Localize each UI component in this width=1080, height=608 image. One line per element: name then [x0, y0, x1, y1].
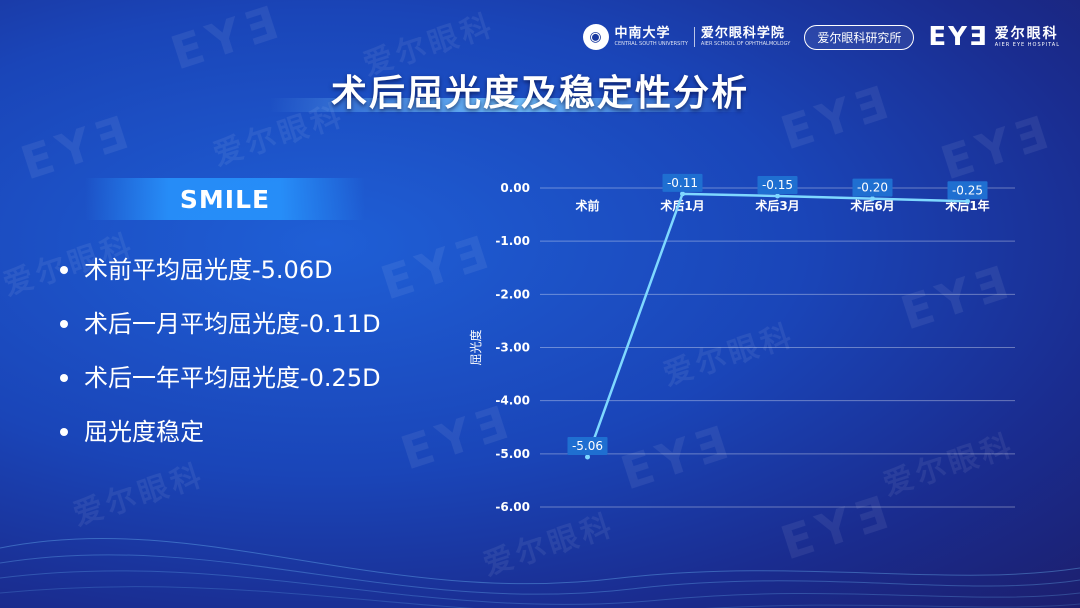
data-label-box	[757, 175, 798, 194]
series-line	[586, 192, 968, 458]
data-label: -0.25	[952, 183, 983, 197]
section-label: SMILE	[179, 184, 271, 214]
data-label-box	[947, 181, 988, 200]
y-tick-label: -3.00	[495, 341, 530, 355]
y-tick-label: -5.00	[495, 447, 530, 461]
data-label-box	[852, 178, 893, 197]
bullet-dot-icon	[60, 320, 68, 328]
section-label-band: SMILE	[85, 178, 365, 220]
x-tick-label: 术后3月	[754, 198, 799, 213]
y-tick-label: -4.00	[495, 394, 530, 408]
data-point	[775, 193, 780, 199]
bullet-dot-icon	[60, 428, 68, 436]
bullet-item: 术前平均屈光度-5.06D	[58, 250, 438, 304]
y-tick-label: -6.00	[495, 500, 530, 514]
bullet-text: 屈光度稳定	[84, 418, 204, 446]
refraction-line-chart: 屈光度 0.00 -1.00 -2.00 -3.00 -4.00 -5.00 -6.00 术前 术…	[468, 173, 1015, 514]
school-name-en: AIER SCHOOL OF OPHTHALMOLOGY	[700, 41, 791, 47]
school-name-cn: 爱尔眼科学院	[700, 26, 785, 41]
data-label: -0.15	[762, 178, 793, 192]
data-point	[585, 454, 590, 460]
bullet-item: 术后一年平均屈光度-0.25D	[58, 358, 438, 412]
university-seal-icon: ◉	[582, 24, 609, 50]
csu-name-en: CENTRAL SOUTH UNIVERSITY	[614, 41, 688, 47]
bullet-dot-icon	[60, 374, 68, 382]
bullet-text: 术后一年平均屈光度-0.25D	[84, 364, 381, 392]
wave-decoration	[0, 537, 1080, 608]
csu-name-cn: 中南大学	[614, 26, 671, 41]
data-label: -0.20	[857, 181, 888, 195]
x-tick-label: 术后6月	[849, 198, 894, 213]
csu-logo: ◉ 中南大学 CENTRAL SOUTH UNIVERSITY 爱尔眼科学院 A…	[582, 24, 791, 50]
bullet-list: 术前平均屈光度-5.06D 术后一月平均屈光度-0.11D 术后一年平均屈光度-…	[58, 250, 438, 466]
bullet-dot-icon	[60, 266, 68, 274]
bullet-item: 屈光度稳定	[58, 412, 438, 466]
brand-mark: EYƎ	[928, 22, 989, 52]
bullet-item: 术后一月平均屈光度-0.11D	[58, 304, 438, 358]
data-point	[680, 191, 685, 197]
y-tick-label: 0.00	[500, 181, 530, 195]
y-tick-label: -1.00	[495, 234, 530, 248]
title-highlight	[270, 98, 750, 112]
institute-badge: 爱尔眼科研究所	[804, 24, 915, 50]
data-label-box	[662, 173, 703, 192]
data-label: -0.11	[667, 176, 698, 190]
data-label: -5.06	[572, 439, 603, 453]
page-title: 术后屈光度及稳定性分析	[330, 73, 749, 114]
bullet-text: 术前平均屈光度-5.06D	[84, 256, 333, 284]
logo-divider	[693, 27, 695, 47]
bullet-text: 术后一月平均屈光度-0.11D	[84, 310, 381, 338]
aier-logo: EYƎ 爱尔眼科 AIER EYE HOSPITAL	[928, 24, 1060, 50]
x-tick-label: 术前	[574, 198, 599, 213]
x-tick-label: 术后1月	[659, 198, 704, 213]
brand-name-en: AIER EYE HOSPITAL	[994, 41, 1060, 48]
y-axis-label: 屈光度	[468, 329, 483, 365]
brand-name-cn: 爱尔眼科	[994, 25, 1059, 42]
data-label-box	[567, 437, 608, 456]
title-area: 术后屈光度及稳定性分析	[0, 60, 1080, 120]
data-point	[870, 196, 875, 202]
y-tick-label: -2.00	[495, 287, 530, 301]
header-logos: ◉ 中南大学 CENTRAL SOUTH UNIVERSITY 爱尔眼科学院 A…	[582, 20, 1060, 54]
data-point	[965, 198, 970, 204]
